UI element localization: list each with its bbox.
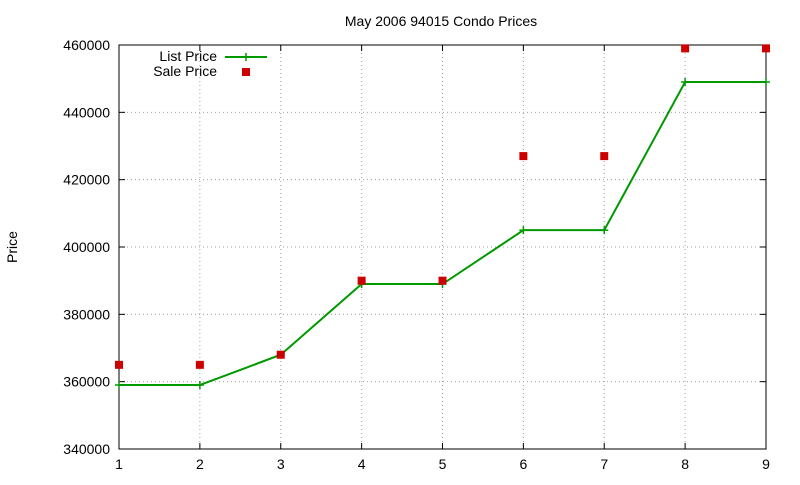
data-point-sale-price (519, 152, 528, 161)
x-tick-label: 6 (519, 456, 527, 472)
data-point-sale-price (762, 44, 770, 53)
data-point-sale-price (438, 276, 447, 285)
data-point-sale-price (276, 350, 285, 359)
data-point-sale-price (681, 44, 690, 53)
y-tick-label: 360000 (63, 374, 110, 390)
axis-ticks: 1 2 3 4 5 6 7 8 9 340000 360000 380000 400000 420000 4… (63, 37, 770, 472)
data-point-sale-price (600, 152, 609, 161)
y-tick-label: 340000 (63, 441, 110, 457)
data-point-list-price (195, 381, 204, 390)
y-tick-label: 460000 (63, 37, 110, 53)
data-point-list-price (519, 226, 528, 235)
legend-plus-marker (242, 53, 250, 61)
legend-square-marker (242, 68, 250, 76)
x-tick-label: 7 (600, 456, 608, 472)
x-tick-label: 1 (115, 456, 123, 472)
y-tick-label: 380000 (63, 306, 110, 322)
data-point-list-price (600, 226, 609, 235)
y-tick-label: 420000 (63, 172, 110, 188)
x-tick-label: 9 (762, 456, 770, 472)
data-point-list-price (681, 78, 690, 87)
legend-label-sale-price: Sale Price (153, 63, 217, 79)
data-point-list-price (115, 381, 123, 390)
legend-label-list-price: List Price (159, 48, 217, 64)
x-tick-label: 5 (439, 456, 447, 472)
x-tick-label: 3 (277, 456, 285, 472)
x-tick-label: 2 (196, 456, 204, 472)
y-tick-label: 400000 (63, 239, 110, 255)
data-point-sale-price (195, 360, 204, 369)
data-series (115, 44, 770, 390)
x-tick-label: 8 (681, 456, 689, 472)
chart-title: May 2006 94015 Condo Prices (345, 13, 537, 29)
data-point-list-price (762, 78, 770, 87)
x-tick-label: 4 (358, 456, 366, 472)
data-point-sale-price (357, 276, 366, 285)
data-point-sale-price (115, 360, 123, 369)
grid-lines (119, 45, 766, 449)
legend: List Price Sale Price (153, 48, 267, 79)
y-tick-label: 440000 (63, 104, 110, 120)
y-axis-label: Price (4, 231, 20, 263)
